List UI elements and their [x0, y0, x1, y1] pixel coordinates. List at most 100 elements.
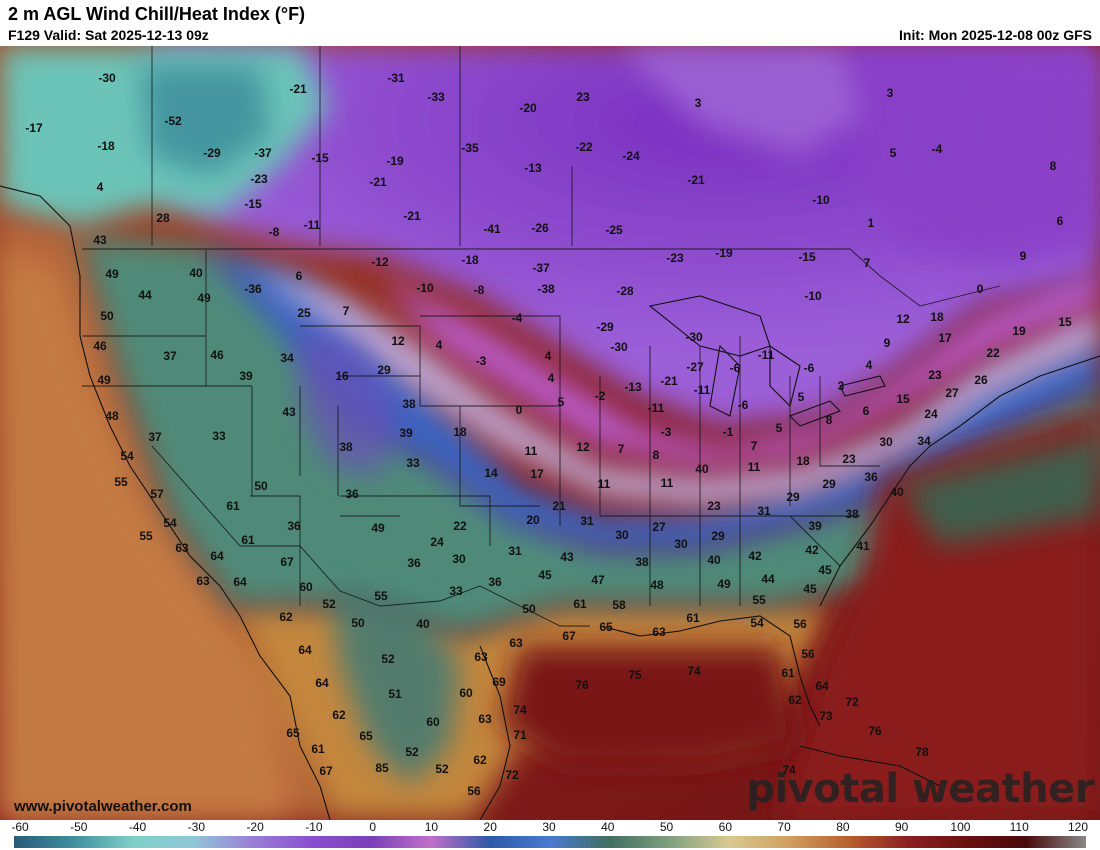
temperature-label: 52: [322, 597, 336, 611]
temperature-label: 38: [339, 440, 353, 454]
temperature-label: -38: [537, 282, 555, 296]
temperature-label: -19: [386, 154, 404, 168]
temperature-label: -10: [416, 281, 434, 295]
temperature-label: 27: [652, 520, 666, 534]
temperature-label: 65: [599, 620, 613, 634]
colorbar-tick-label: 90: [894, 820, 909, 834]
temperature-label: -10: [804, 289, 822, 303]
temperature-label: 51: [388, 687, 402, 701]
temperature-label: 12: [391, 334, 405, 348]
northeast-border: [849, 248, 1001, 307]
colorbar-tick-label: 0: [369, 820, 376, 834]
temperature-label: 45: [538, 568, 552, 582]
temperature-label: 38: [635, 555, 649, 569]
temperature-label: 7: [343, 304, 350, 318]
state-borders: [82, 249, 880, 606]
temperature-label: 33: [406, 456, 420, 470]
temperature-label: 1: [868, 216, 875, 230]
temperature-label: -29: [203, 146, 221, 160]
temperature-label: 52: [381, 652, 395, 666]
temperature-label: 54: [163, 516, 177, 530]
lake-ontario: [839, 375, 886, 397]
temperature-label: 49: [717, 577, 731, 591]
temperature-label: 7: [751, 439, 758, 453]
temperature-label: 48: [650, 578, 664, 592]
temperature-label: 29: [822, 477, 836, 491]
temperature-label: 40: [695, 462, 709, 476]
temperature-label: 60: [299, 580, 313, 594]
gulf-of-mexico: [500, 646, 800, 766]
temperature-label: 61: [311, 742, 325, 756]
temperature-label: 60: [426, 715, 440, 729]
temperature-label: 43: [560, 550, 574, 564]
colorbar-tick-label: -50: [70, 820, 88, 834]
temperature-label: -13: [524, 161, 542, 175]
temperature-label: 72: [505, 768, 519, 782]
temperature-label: 18: [930, 310, 944, 324]
temperature-label: 24: [430, 535, 444, 549]
temperature-label: 62: [473, 753, 487, 767]
temperature-label: 21: [552, 499, 566, 513]
temperature-label: 78: [915, 745, 929, 759]
temperature-label: -26: [531, 221, 549, 235]
colorbar-ticks: -60 -50 -40 -30 -20 -10 0 10 20 30 40 50 60 70 80 90 100…: [0, 820, 1100, 834]
colorbar-tick-label: 30: [542, 820, 556, 834]
temperature-label: 23: [928, 368, 942, 382]
temperature-label: 11: [598, 477, 611, 491]
temperature-label: 37: [163, 349, 177, 363]
temperature-label: 20: [526, 513, 540, 527]
temperature-label: 34: [280, 351, 294, 365]
temperature-label: 50: [254, 479, 268, 493]
temperature-label: 38: [845, 507, 859, 521]
temperature-label: -27: [686, 360, 704, 374]
temperature-label: 61: [781, 666, 795, 680]
temperature-label: 50: [522, 602, 536, 616]
temperature-label: 5: [776, 421, 783, 435]
temperature-label: -36: [244, 282, 262, 296]
temperature-label: 17: [530, 467, 544, 481]
map-title: 2 m AGL Wind Chill/Heat Index (°F): [8, 4, 306, 24]
temperature-label: -11: [694, 383, 711, 397]
temperature-label: 40: [890, 485, 904, 499]
temperature-label: 61: [573, 597, 587, 611]
temperature-label: -3: [661, 425, 672, 439]
temperature-label: 36: [407, 556, 421, 570]
gulf-stream-edge: [900, 436, 1100, 546]
colorbar: -60 -50 -40 -30 -20 -10 0 10 20 30 40 50 60 70 80 90 100…: [0, 820, 1100, 850]
temperature-label: 45: [803, 582, 817, 596]
temperature-label: -21: [687, 173, 705, 187]
temperature-label: 4: [548, 371, 555, 385]
temperature-label: 42: [805, 543, 819, 557]
temperature-label: 39: [239, 369, 253, 383]
temperature-label: 38: [402, 397, 416, 411]
temperature-label: 46: [210, 348, 224, 362]
northwest-teal-core: [140, 66, 270, 176]
temperature-label: 63: [474, 650, 488, 664]
temperature-label: -18: [461, 253, 479, 267]
temperature-label: 62: [279, 610, 293, 624]
lake-erie: [789, 400, 841, 427]
temperature-label: 0: [516, 403, 523, 417]
temperature-label: -6: [730, 361, 741, 375]
temperature-label: -2: [595, 389, 606, 403]
temperature-label: 45: [818, 563, 832, 577]
temperature-label: 8: [826, 413, 833, 427]
colorbar-tick-label: 40: [601, 820, 615, 834]
map-header: 2 m AGL Wind Chill/Heat Index (°F) F129 …: [0, 0, 1100, 46]
colorbar-tick-label: -30: [187, 820, 205, 834]
temperature-label: 49: [97, 373, 111, 387]
temperature-label: 7: [618, 442, 625, 456]
northeast-purple: [840, 46, 1100, 266]
temperature-label: 50: [351, 616, 365, 630]
temperature-label: 75: [628, 668, 642, 682]
temperature-label: 64: [298, 643, 312, 657]
temperature-label: 11: [525, 444, 538, 458]
colorbar-tick-label: 120: [1067, 820, 1089, 834]
temperature-label: 29: [786, 490, 800, 504]
temperature-label: 67: [280, 555, 294, 569]
temperature-label: -20: [519, 101, 537, 115]
temperature-label: 49: [105, 267, 119, 281]
temperature-label: 9: [884, 336, 891, 350]
website-watermark: www.pivotalweather.com: [14, 798, 192, 815]
pacific-coastline: [0, 185, 331, 820]
